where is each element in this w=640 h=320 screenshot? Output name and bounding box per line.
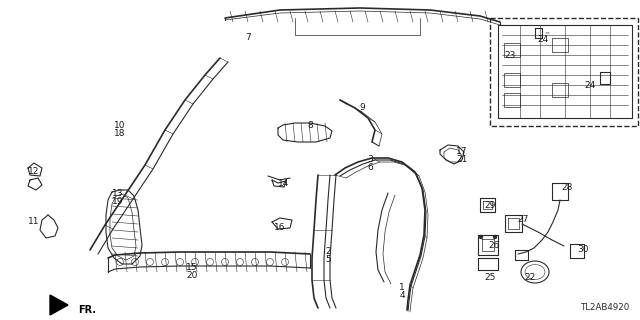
Bar xyxy=(504,73,520,87)
Text: 2: 2 xyxy=(325,247,331,257)
Text: 5: 5 xyxy=(325,255,331,265)
Text: 24: 24 xyxy=(538,36,548,44)
Text: 27: 27 xyxy=(517,215,529,225)
Circle shape xyxy=(479,235,483,239)
Polygon shape xyxy=(50,295,68,315)
Text: 16: 16 xyxy=(275,223,285,233)
Text: TL2AB4920: TL2AB4920 xyxy=(580,303,630,312)
Text: 18: 18 xyxy=(115,130,125,139)
Text: 10: 10 xyxy=(115,122,125,131)
Text: 13: 13 xyxy=(112,189,124,198)
Text: 9: 9 xyxy=(359,103,365,113)
Text: 11: 11 xyxy=(28,218,40,227)
Text: 1: 1 xyxy=(399,284,405,292)
Text: 21: 21 xyxy=(456,156,468,164)
Text: 7: 7 xyxy=(245,34,251,43)
Text: 20: 20 xyxy=(186,271,198,281)
Text: 17: 17 xyxy=(456,148,468,156)
Text: 3: 3 xyxy=(367,156,373,164)
Text: 24: 24 xyxy=(584,81,596,90)
Text: 8: 8 xyxy=(307,122,313,131)
Text: 29: 29 xyxy=(484,201,496,210)
Text: 4: 4 xyxy=(399,292,405,300)
Bar xyxy=(552,83,568,97)
Text: FR.: FR. xyxy=(78,305,96,315)
Bar xyxy=(490,18,638,126)
Text: 19: 19 xyxy=(112,197,124,206)
Text: 23: 23 xyxy=(504,51,516,60)
Text: 6: 6 xyxy=(367,164,373,172)
Text: 12: 12 xyxy=(28,167,40,177)
Text: 14: 14 xyxy=(278,179,290,188)
Text: 26: 26 xyxy=(488,241,500,250)
Text: 15: 15 xyxy=(186,263,198,273)
Bar xyxy=(504,43,520,57)
Bar xyxy=(504,93,520,107)
Bar xyxy=(552,38,568,52)
Text: 25: 25 xyxy=(484,274,496,283)
Text: 22: 22 xyxy=(524,274,536,283)
Circle shape xyxy=(493,235,497,239)
Text: 30: 30 xyxy=(577,245,589,254)
Text: 28: 28 xyxy=(561,183,573,193)
